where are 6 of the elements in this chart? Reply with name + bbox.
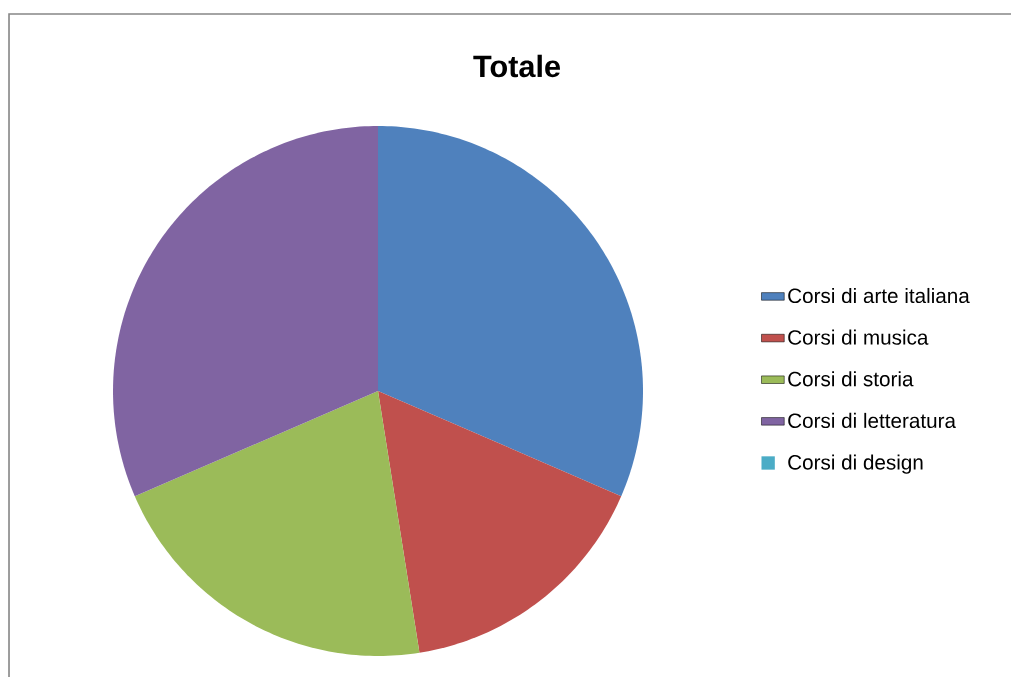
legend-label: Corsi di design bbox=[788, 454, 923, 474]
legend-label: Corsi di arte italiana bbox=[788, 287, 970, 304]
chart-title: Totale bbox=[473, 54, 560, 78]
legend-label: Corsi di musica bbox=[788, 329, 929, 345]
legend-label: Corsi di letteratura bbox=[788, 412, 956, 429]
legend-label: Corsi di storia bbox=[788, 371, 914, 387]
